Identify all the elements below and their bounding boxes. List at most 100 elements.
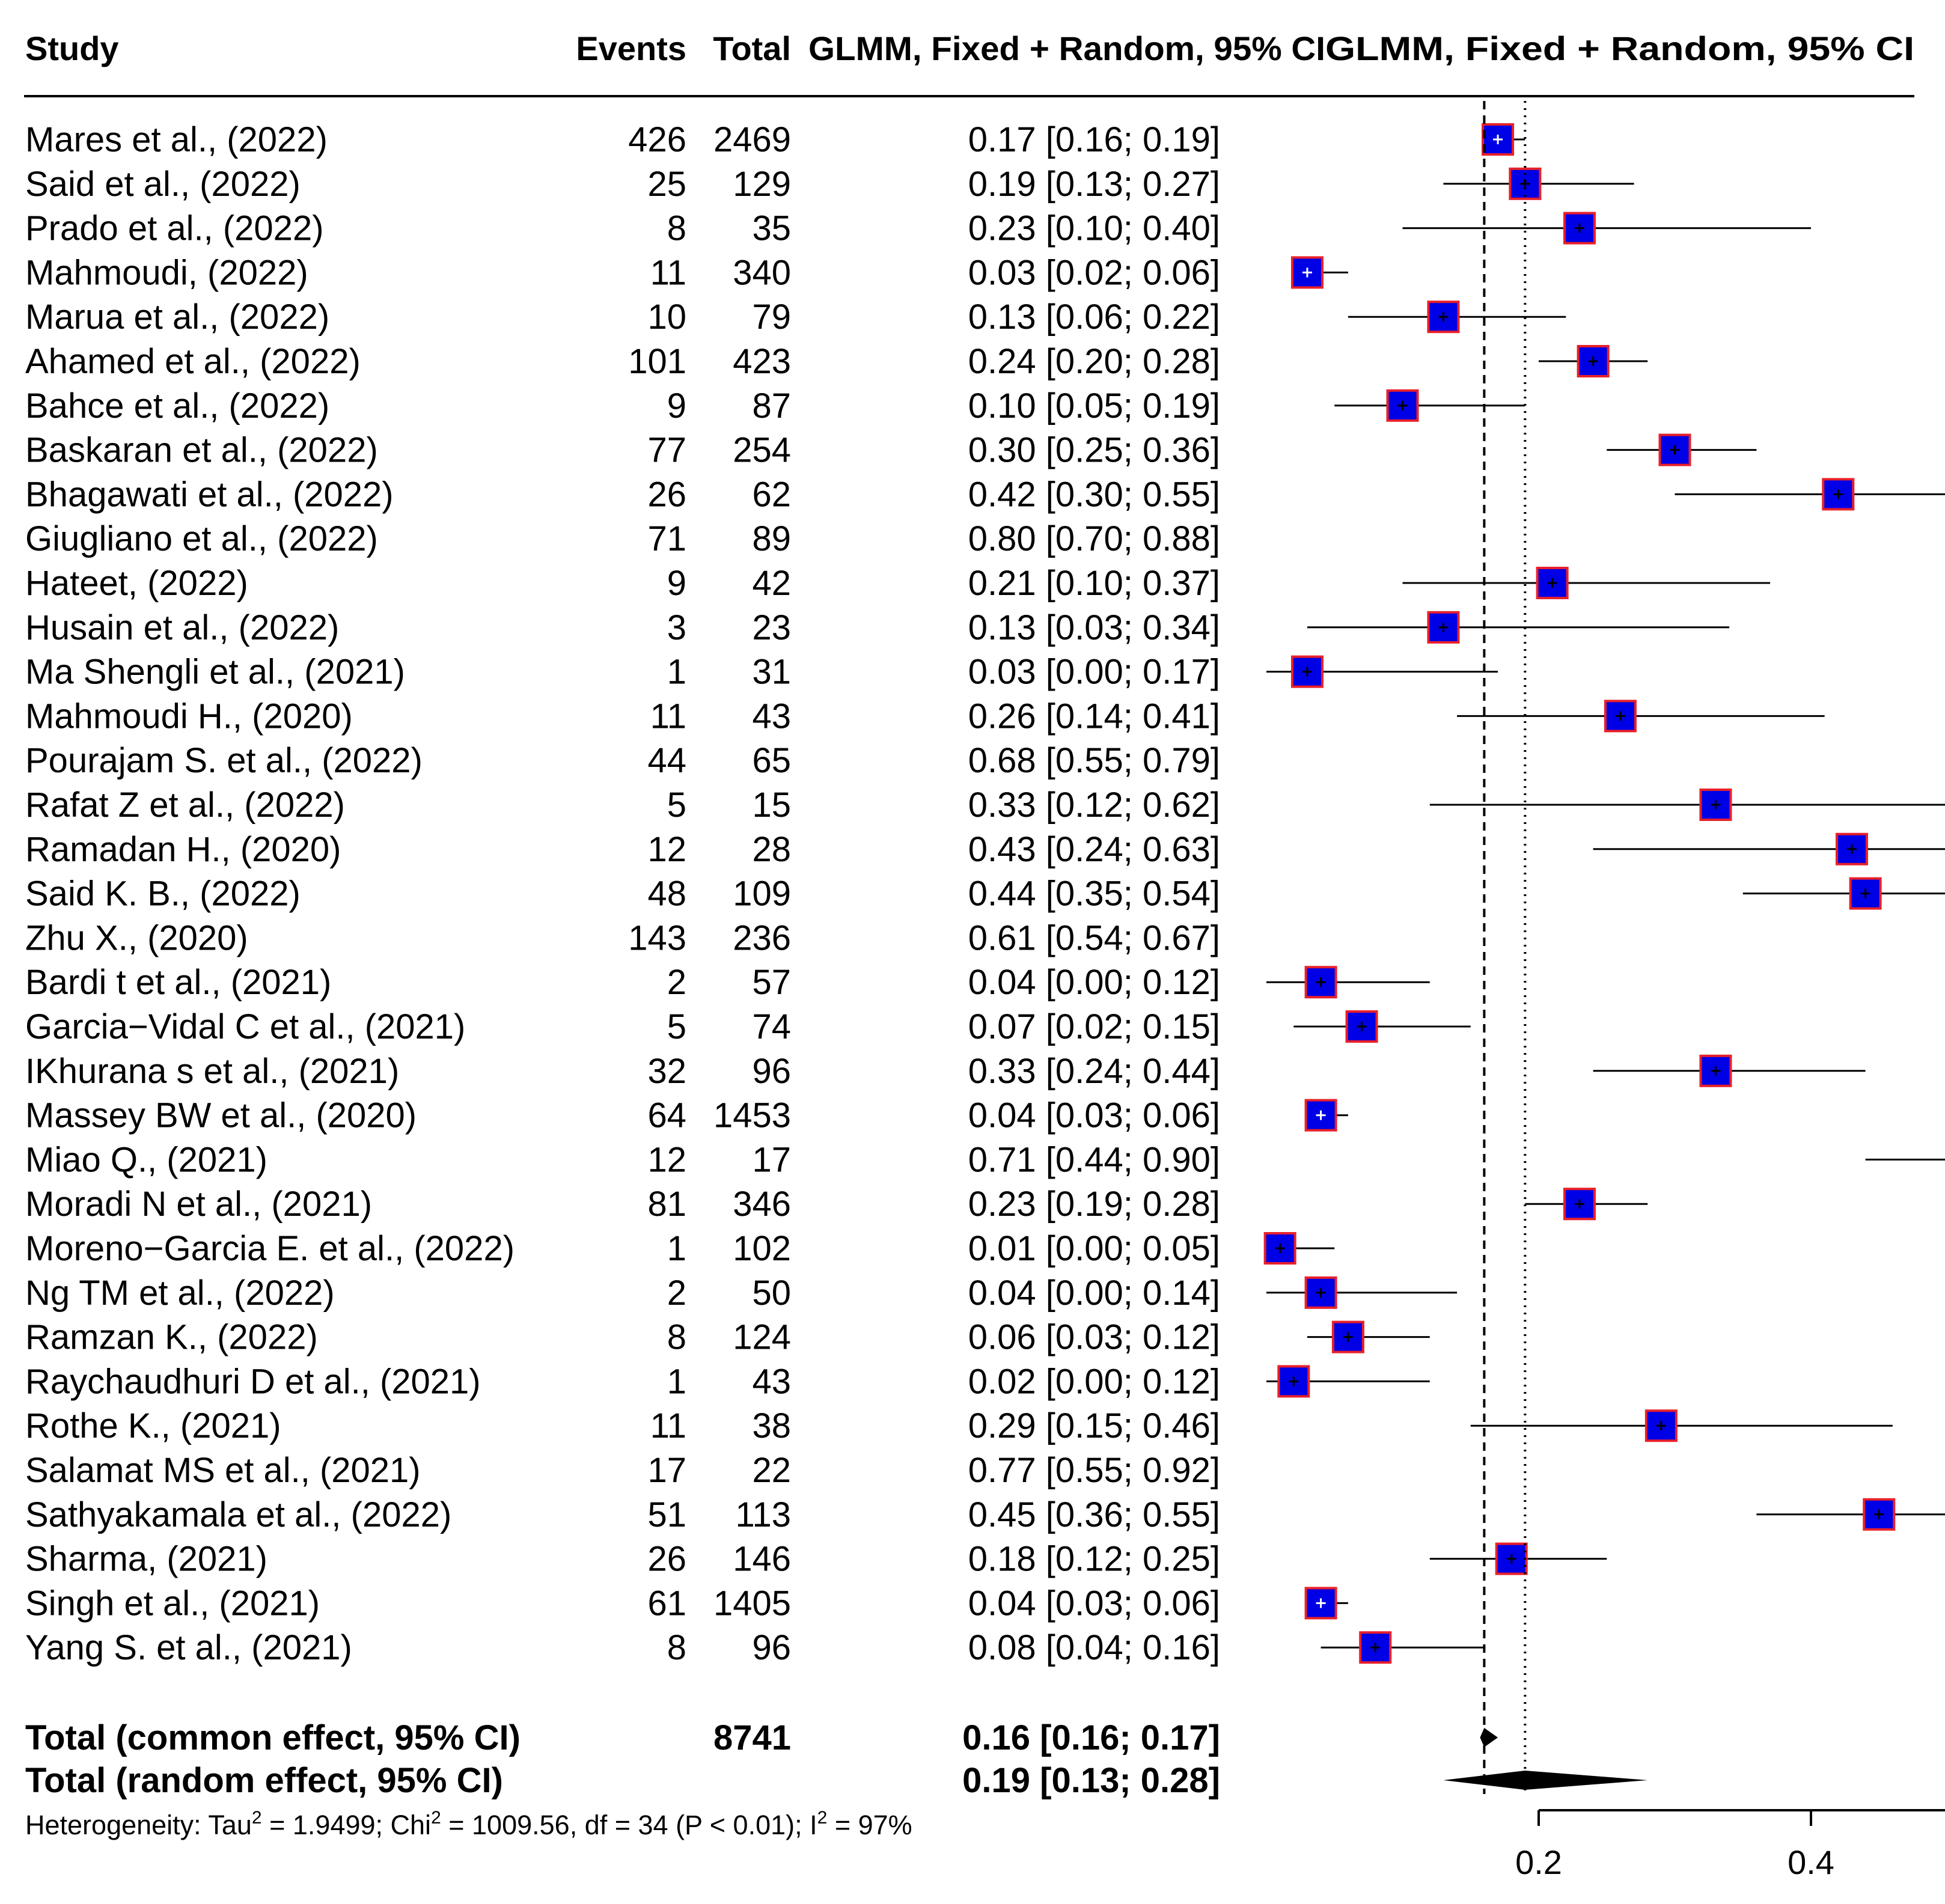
study-label: Said K. B., (2022) <box>25 874 301 914</box>
study-events: 81 <box>647 1185 686 1224</box>
study-label: Yang S. et al., (2021) <box>25 1628 352 1667</box>
study-total: 50 <box>752 1274 791 1313</box>
study-events: 5 <box>667 1007 686 1046</box>
study-total: 62 <box>752 475 791 514</box>
study-total: 146 <box>733 1540 791 1579</box>
study-events: 48 <box>647 874 686 914</box>
study-total: 43 <box>752 697 791 736</box>
study-events: 2 <box>667 1274 686 1313</box>
study-label: Baskaran et al., (2022) <box>25 431 378 470</box>
study-ci-text: 0.30 [0.25; 0.36] <box>968 431 1220 470</box>
study-total: 42 <box>752 564 791 603</box>
study-label: Ahamed et al., (2022) <box>25 342 361 381</box>
study-events: 3 <box>667 608 686 647</box>
study-label: IKhurana s et al., (2021) <box>25 1052 399 1091</box>
het-sup-i: 2 <box>817 1808 828 1828</box>
study-label: Mahmoudi H., (2020) <box>25 697 353 736</box>
study-ci-text: 0.45 [0.36; 0.55] <box>968 1495 1220 1534</box>
study-total: 28 <box>752 830 791 869</box>
study-square <box>1304 1276 1337 1309</box>
study-label: Husain et al., (2022) <box>25 608 339 647</box>
study-ci-text: 0.13 [0.03; 0.34] <box>968 608 1220 647</box>
study-label: Moradi N et al., (2021) <box>25 1185 372 1224</box>
study-total: 102 <box>733 1229 791 1268</box>
study-total: 346 <box>733 1185 791 1224</box>
study-label: Said et al., (2022) <box>25 165 301 204</box>
study-label: Salamat MS et al., (2021) <box>25 1451 421 1490</box>
study-total: 57 <box>752 963 791 1002</box>
het-sup-chi: 2 <box>431 1808 441 1828</box>
study-label: Giugliano et al., (2022) <box>25 519 378 558</box>
study-label: Pourajam S. et al., (2022) <box>25 741 423 780</box>
study-events: 77 <box>647 431 686 470</box>
study-events: 44 <box>647 741 686 780</box>
study-total: 109 <box>733 874 791 914</box>
study-ci-text: 0.80 [0.70; 0.88] <box>968 519 1220 558</box>
study-total: 23 <box>752 608 791 647</box>
study-label: Ramzan K., (2022) <box>25 1318 318 1357</box>
study-total: 74 <box>752 1007 791 1046</box>
study-ci-text: 0.33 [0.24; 0.44] <box>968 1052 1220 1091</box>
study-ci-text: 0.42 [0.30; 0.55] <box>968 475 1220 514</box>
study-events: 8 <box>667 1318 686 1357</box>
study-label: Miao Q., (2021) <box>25 1140 267 1179</box>
study-total: 423 <box>733 342 791 381</box>
study-events: 10 <box>647 298 686 337</box>
study-ci-text: 0.04 [0.00; 0.14] <box>968 1274 1220 1313</box>
study-ci-text: 0.03 [0.00; 0.17] <box>968 653 1220 692</box>
random-effect-diamond <box>1443 1771 1648 1790</box>
study-total: 87 <box>752 386 791 426</box>
study-events: 101 <box>628 342 686 381</box>
study-ci-text: 0.08 [0.04; 0.16] <box>968 1628 1220 1667</box>
study-label: Moreno−Garcia E. et al., (2022) <box>25 1229 514 1268</box>
study-events: 1 <box>667 1362 686 1401</box>
study-events: 61 <box>647 1584 686 1623</box>
study-events: 143 <box>628 918 686 957</box>
study-ci-text: 0.29 [0.15; 0.46] <box>968 1406 1220 1445</box>
study-events: 26 <box>647 475 686 514</box>
study-ci-text: 0.10 [0.05; 0.19] <box>968 386 1220 426</box>
x-tick-label: 0.2 <box>1515 1843 1562 1881</box>
study-label: Rothe K., (2021) <box>25 1406 281 1445</box>
study-ci-text: 0.33 [0.12; 0.62] <box>968 786 1220 825</box>
header-events: Events <box>576 29 686 67</box>
study-events: 2 <box>667 963 686 1002</box>
study-ci-text: 0.19 [0.13; 0.27] <box>968 165 1220 204</box>
study-ci-text: 0.23 [0.10; 0.40] <box>968 209 1220 248</box>
het-mid2: = 1009.56, df = 34 (P < 0.01); I <box>441 1810 817 1840</box>
study-ci-text: 0.21 [0.10; 0.37] <box>968 564 1220 603</box>
study-ci-text: 0.61 [0.54; 0.67] <box>968 918 1220 957</box>
study-label: Mares et al., (2022) <box>25 120 328 159</box>
study-total: 236 <box>733 918 791 957</box>
study-ci-text: 0.68 [0.55; 0.79] <box>968 741 1220 780</box>
total-ci-text: 0.19 [0.13; 0.28] <box>962 1761 1220 1800</box>
study-ci-text: 0.07 [0.02; 0.15] <box>968 1007 1220 1046</box>
total-ci-text: 0.16 [0.16; 0.17] <box>962 1718 1220 1757</box>
study-total: 43 <box>752 1362 791 1401</box>
study-total: 79 <box>752 298 791 337</box>
study-events: 17 <box>647 1451 686 1490</box>
study-events: 426 <box>628 120 686 159</box>
study-label: Garcia−Vidal C et al., (2021) <box>25 1007 465 1046</box>
header-ci-left: GLMM, Fixed + Random, 95% CI <box>808 29 1325 67</box>
study-label: Ma Shengli et al., (2021) <box>25 653 405 692</box>
het-sup-tau: 2 <box>252 1808 262 1828</box>
study-label: Raychaudhuri D et al., (2021) <box>25 1362 481 1401</box>
study-total: 89 <box>752 519 791 558</box>
study-events: 9 <box>667 386 686 426</box>
study-total: 22 <box>752 1451 791 1490</box>
study-events: 8 <box>667 1628 686 1667</box>
total-label: Total (common effect, 95% CI) <box>25 1718 521 1757</box>
study-events: 12 <box>647 1140 686 1179</box>
study-events: 1 <box>667 1229 686 1268</box>
study-ci-text: 0.03 [0.02; 0.06] <box>968 253 1220 292</box>
study-events: 9 <box>667 564 686 603</box>
het-mid1: = 1.9499; Chi <box>262 1810 431 1840</box>
study-label: Sathyakamala et al., (2022) <box>25 1495 451 1534</box>
study-label: Bardi t et al., (2021) <box>25 963 331 1002</box>
study-events: 26 <box>647 1540 686 1579</box>
total-label: Total (random effect, 95% CI) <box>25 1761 503 1800</box>
study-total: 96 <box>752 1052 791 1091</box>
total-n: 8741 <box>713 1718 791 1757</box>
study-square <box>1482 123 1515 156</box>
